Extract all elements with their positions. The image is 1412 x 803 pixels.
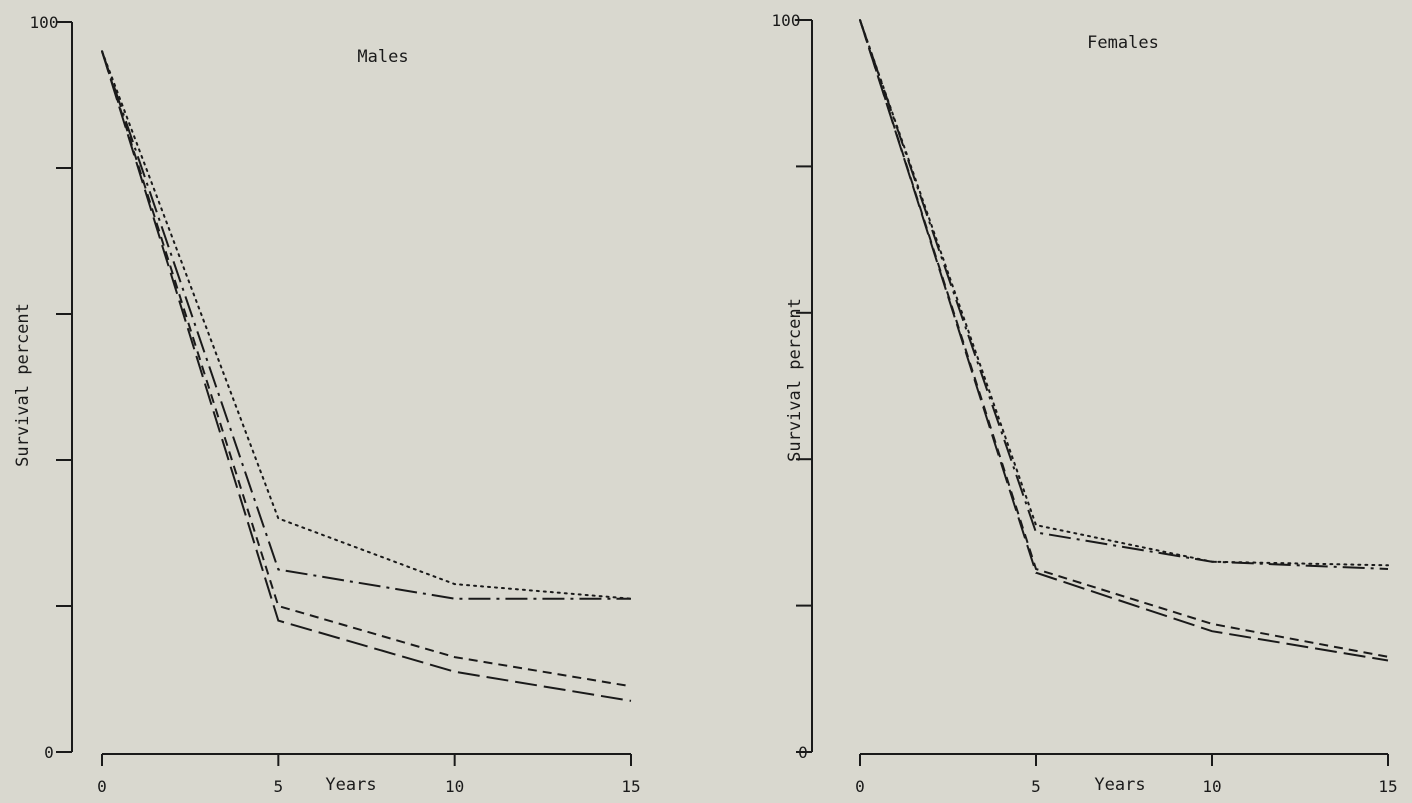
x-tick-label: 15 xyxy=(1378,777,1397,796)
y-axis-label: Survival percent xyxy=(785,298,805,462)
y-axis-label: Survival percent xyxy=(13,303,33,467)
chart-title: Females xyxy=(1087,33,1159,53)
chart-panel-females: 0 100 0 5 10 15 Years Survival percent Females xyxy=(772,11,1398,796)
series-line-short-dash xyxy=(101,50,632,688)
x-tick-label: 5 xyxy=(274,777,284,796)
series-line-short-dash xyxy=(859,19,1389,658)
y-tick-label: 100 xyxy=(772,11,801,30)
x-tick-label: 10 xyxy=(445,777,464,796)
chart-title: Males xyxy=(357,47,408,67)
y-tick-label: 100 xyxy=(30,13,59,32)
series-line-dash-dot xyxy=(101,50,631,600)
y-tick-label: 0 xyxy=(44,743,54,762)
x-tick-label: 5 xyxy=(1031,777,1041,796)
series-line-dotted xyxy=(859,19,1389,567)
x-tick-label: 10 xyxy=(1202,777,1221,796)
x-axis-label: Years xyxy=(325,775,376,795)
x-tick-label: 0 xyxy=(855,777,865,796)
x-axis-label: Years xyxy=(1094,775,1145,795)
series-line-dotted xyxy=(101,50,632,600)
series-line-dash-dot xyxy=(859,19,1389,570)
y-tick-label: 0 xyxy=(798,743,808,762)
x-tick-label: 0 xyxy=(97,777,107,796)
chart-panel-males: 0 100 0 5 10 15 Years Survival percent Males xyxy=(13,13,641,796)
series-line-long-dash xyxy=(101,50,632,702)
series-line-long-dash xyxy=(859,19,1389,662)
x-tick-label: 15 xyxy=(621,777,640,796)
